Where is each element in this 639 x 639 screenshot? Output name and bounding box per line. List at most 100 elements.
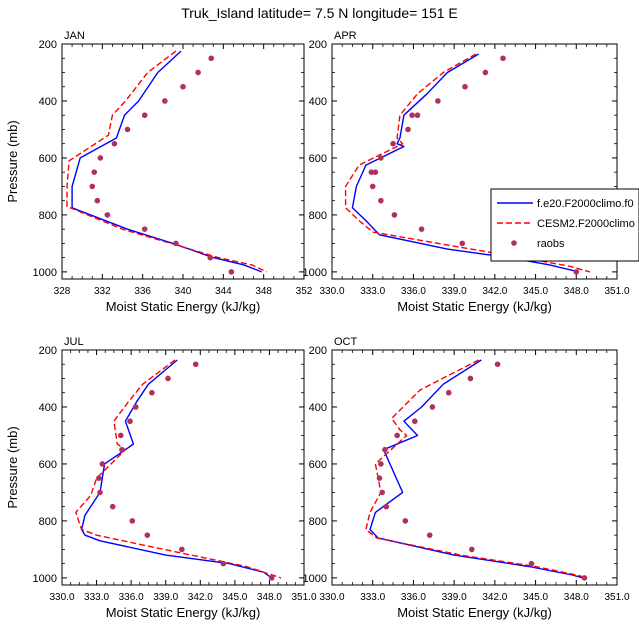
x-tick-label: 339.0 [153, 592, 178, 603]
raobs-point [368, 169, 375, 175]
y-tick-label: 800 [309, 516, 327, 528]
raobs-point [165, 375, 171, 382]
raobs-point [378, 197, 384, 204]
raobs-point [394, 432, 400, 439]
x-tick-label: 352 [296, 286, 313, 297]
y-tick-label: 200 [309, 345, 327, 357]
raobs-point [409, 112, 415, 119]
x-tick-label: 345.0 [523, 286, 548, 297]
x-axis-label: Moist Static Energy (kJ/kg) [397, 605, 552, 620]
panels: JAN 328 332 336 340 344 348 352 200 400 600 800 1000… [5, 30, 630, 620]
raobs-point [109, 503, 116, 510]
x-tick-label: 345.0 [523, 592, 548, 603]
y-tick-label: 400 [39, 96, 57, 108]
y-tick-label: 400 [309, 402, 327, 414]
panel-jul: JUL 330.0 333.0 336.0 339.0 342.0 345.0 348.0 35… [5, 336, 317, 620]
raobs-point [379, 489, 386, 496]
legend: f.e20.F2000climo.f0 CESM2.F2000climo raobs [490, 188, 639, 262]
legend-label: CESM2.F2000climo [537, 218, 635, 230]
y-axis-label: Pressure (mb) [5, 426, 20, 508]
legend-marker-raobs [511, 240, 517, 246]
x-tick-label: 348.0 [257, 592, 282, 603]
data-layer [66, 50, 267, 275]
raobs-point [220, 560, 227, 567]
raobs-point [144, 532, 151, 538]
raobs-point [482, 69, 489, 76]
raobs-point [376, 475, 383, 481]
x-tick-label: 342.0 [482, 286, 507, 297]
raobs-point [391, 212, 398, 218]
data-layer [75, 359, 282, 581]
x-tick-label: 348.0 [564, 286, 589, 297]
panel-label: JUL [64, 336, 84, 348]
raobs-point [382, 446, 388, 453]
raobs-point [94, 197, 101, 204]
x-tick-label: 340 [175, 286, 192, 297]
series-line-f-e20 [351, 53, 580, 273]
raobs-point [494, 361, 501, 368]
raobs-point [129, 518, 136, 524]
series-line-f-e20 [369, 359, 584, 579]
series-line-cesm2 [75, 359, 282, 579]
raobs-point [117, 432, 124, 439]
y-tick-label: 200 [309, 39, 327, 51]
x-tick-label: 336 [134, 286, 151, 297]
raobs-point [429, 404, 436, 410]
x-tick-label: 333.0 [84, 592, 109, 603]
panel-apr: APR 330.0 333.0 336.0 339.0 342.0 345.0 348.0 35… [303, 30, 630, 314]
raobs-point [97, 155, 104, 161]
legend-label: f.e20.F2000climo.f0 [537, 198, 634, 210]
panel-label: OCT [334, 336, 358, 348]
y-axis-label: Pressure (mb) [5, 120, 20, 202]
raobs-point [467, 375, 474, 382]
x-tick-label: 330.0 [319, 592, 344, 603]
raobs-point [383, 503, 390, 510]
panel-label: JAN [64, 30, 85, 42]
raobs-point [500, 55, 506, 62]
y-tick-label: 800 [39, 210, 57, 222]
raobs-point [462, 83, 468, 90]
raobs-point [528, 560, 535, 567]
raobs-point [268, 575, 275, 581]
raobs-point [97, 489, 103, 496]
raobs-point [372, 169, 379, 175]
raobs-point [378, 461, 384, 467]
y-tick-label: 1000 [303, 267, 327, 279]
raobs-point [119, 446, 125, 453]
series-line-f-e20 [80, 359, 273, 579]
x-tick-label: 351.0 [291, 592, 316, 603]
data-layer [365, 359, 588, 581]
y-tick-label: 600 [39, 153, 57, 165]
legend-label: raobs [537, 238, 565, 250]
raobs-point [573, 269, 580, 275]
x-tick-label: 336.0 [401, 286, 426, 297]
raobs-point [195, 69, 201, 76]
y-tick-label: 1000 [33, 573, 57, 585]
x-tick-label: 351.0 [604, 592, 629, 603]
raobs-point [124, 126, 131, 133]
y-tick-label: 200 [39, 345, 57, 357]
raobs-point [99, 461, 106, 467]
raobs-point [149, 389, 155, 396]
y-tick-label: 400 [309, 96, 327, 108]
raobs-point [405, 126, 411, 133]
raobs-point [111, 140, 118, 147]
y-tick-label: 600 [309, 459, 327, 471]
x-tick-label: 332 [94, 286, 111, 297]
figure-title: Truk_Island latitude= 7.5 N longitude= 1… [181, 5, 458, 21]
y-tick-label: 1000 [33, 267, 57, 279]
raobs-point [141, 226, 148, 232]
raobs-point [411, 418, 418, 425]
y-tick-label: 200 [39, 39, 57, 51]
x-tick-label: 330.0 [319, 286, 344, 297]
y-tick-label: 600 [39, 459, 57, 471]
x-tick-label: 348.0 [564, 592, 589, 603]
y-tick-label: 1000 [303, 573, 327, 585]
y-tick-label: 600 [309, 153, 327, 165]
raobs-point [414, 112, 421, 119]
raobs-point [104, 212, 111, 218]
raobs-point [228, 269, 235, 275]
raobs-point [162, 98, 168, 104]
x-tick-label: 345.0 [222, 592, 247, 603]
